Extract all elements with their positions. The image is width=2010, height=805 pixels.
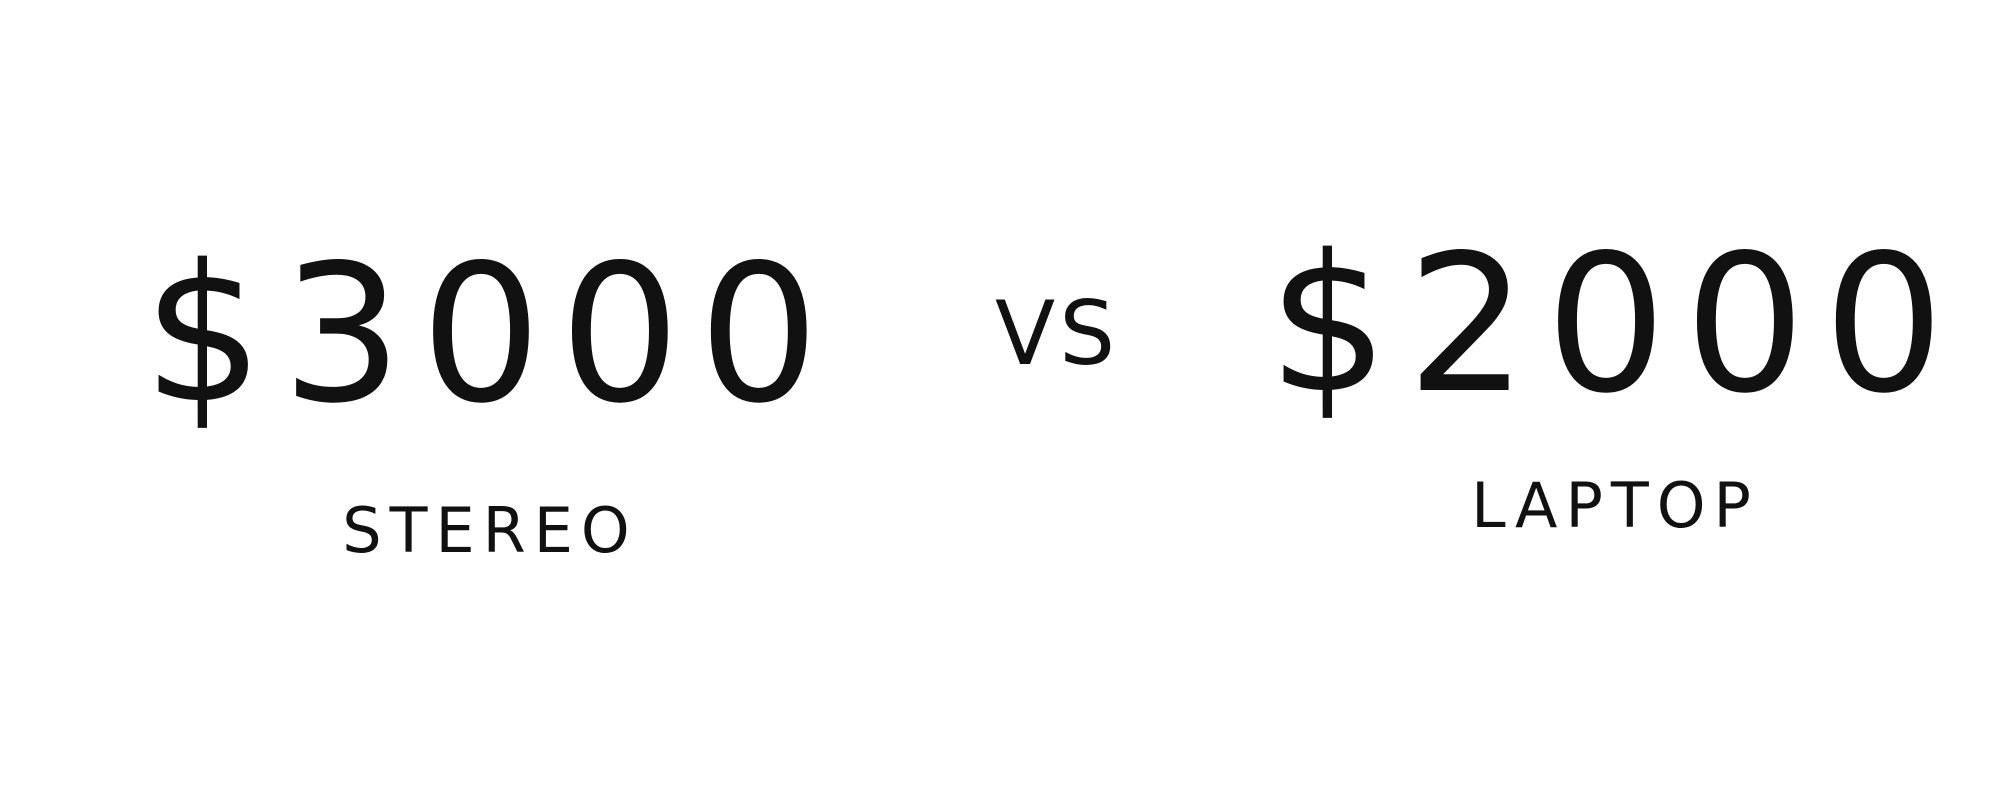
- right-price: $2000: [1267, 214, 1963, 435]
- right-item: $2000 LAPTOP: [1268, 230, 1944, 542]
- left-item: $3000 STEREO: [143, 240, 830, 567]
- left-label: STEREO: [342, 494, 638, 567]
- left-price: $3000: [142, 224, 838, 445]
- vs-separator: VS: [995, 282, 1120, 385]
- right-label: LAPTOP: [1471, 469, 1759, 542]
